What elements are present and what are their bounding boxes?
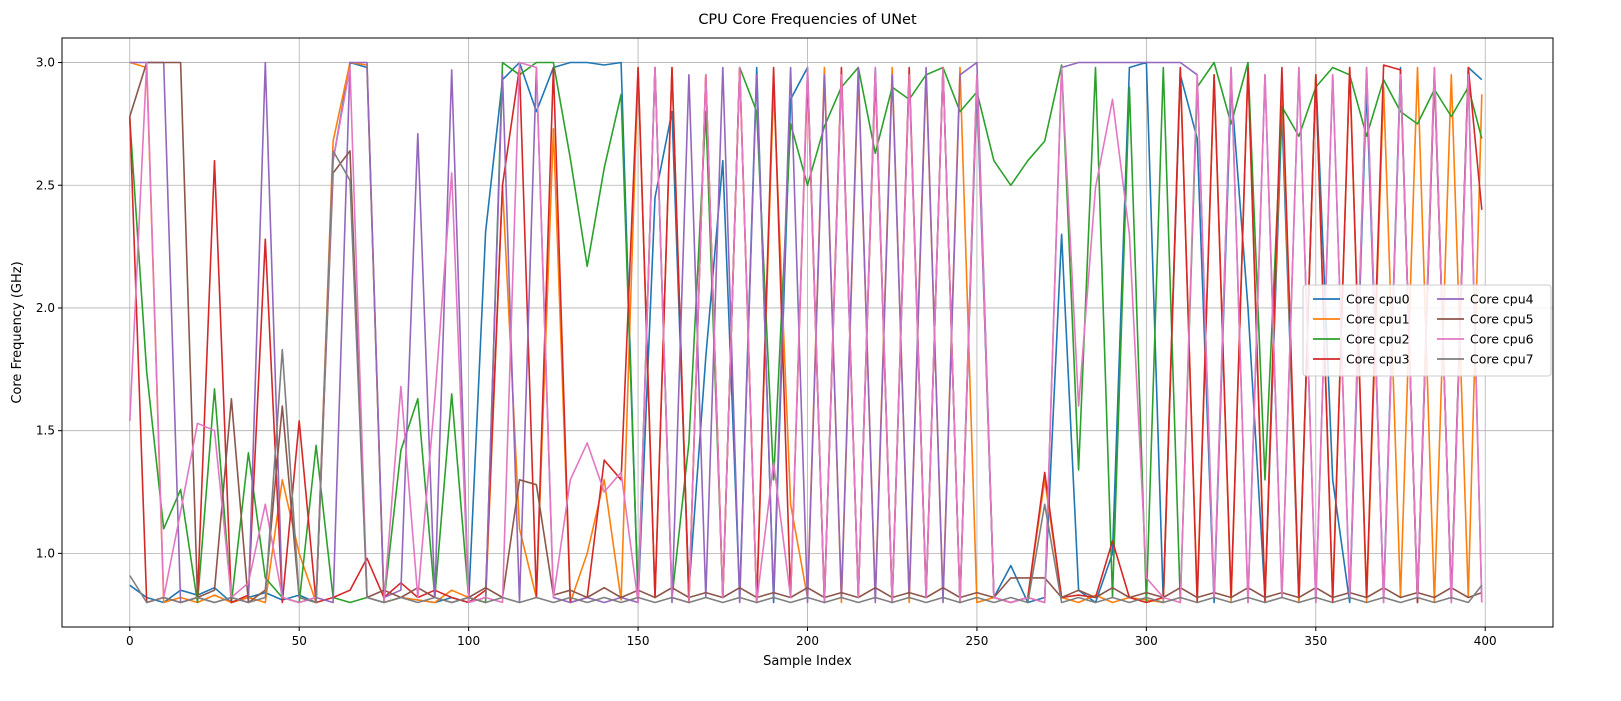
y-tick-label: 1.5 [36,424,55,438]
y-tick-label: 2.0 [36,301,55,315]
x-tick-label: 300 [1135,634,1158,648]
legend-label: Core cpu4 [1470,292,1534,307]
chart-title: CPU Core Frequencies of UNet [698,12,917,28]
legend-label: Core cpu0 [1346,292,1410,307]
legend-label: Core cpu2 [1346,332,1410,347]
y-tick-label: 2.5 [36,178,55,192]
x-tick-label: 350 [1304,634,1327,648]
legend-label: Core cpu1 [1346,312,1410,327]
y-tick-label: 1.0 [36,546,55,560]
legend-label: Core cpu3 [1346,352,1410,367]
x-tick-label: 150 [627,634,650,648]
series-line-cpu7 [129,150,1483,604]
series-group [129,61,1483,604]
series-line-cpu6 [129,61,1483,604]
y-tick-label: 3.0 [36,56,55,70]
legend-label: Core cpu6 [1470,332,1534,347]
legend-frame [1302,284,1552,377]
x-tick-label: 200 [796,634,819,648]
x-axis-label: Sample Index [763,654,852,669]
y-axis-label: Core Frequency (GHz) [10,261,25,403]
legend-label: Core cpu5 [1470,312,1534,327]
legend: Core cpu0 Core cpu1 Core cpu2 Core cpu3 Core… [1302,284,1552,377]
series-line-cpu2 [129,61,1483,604]
x-tick-label: 50 [292,634,307,648]
legend-label: Core cpu7 [1470,352,1534,367]
axis-ticks: 0 50 100 150 200 250 300 350 400 1.0 1.5 2.0 2.5 3.0 [36,56,1497,648]
x-tick-label: 250 [965,634,988,648]
x-tick-label: 100 [457,634,480,648]
x-tick-label: 0 [126,634,134,648]
x-tick-label: 400 [1474,634,1497,648]
